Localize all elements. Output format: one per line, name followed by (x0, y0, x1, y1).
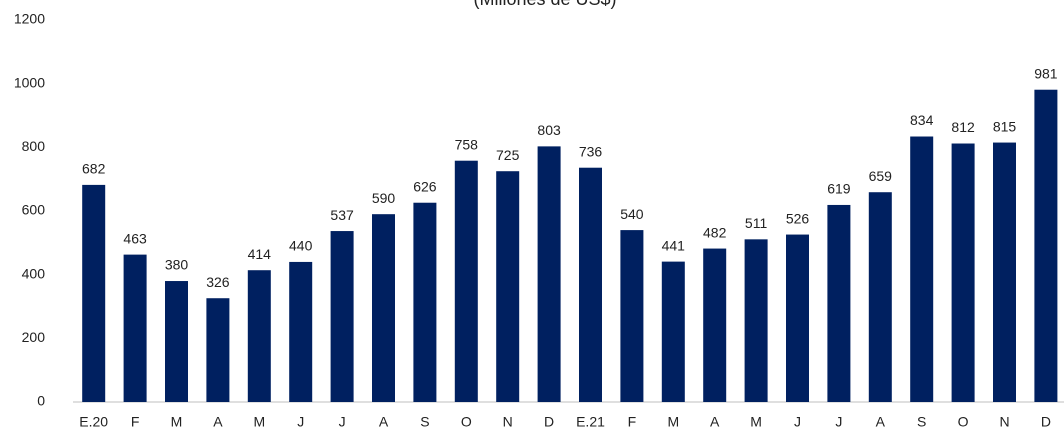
bar (330, 231, 354, 402)
x-tick-label: J (297, 414, 304, 430)
data-label: 812 (951, 119, 975, 135)
bar (827, 204, 851, 402)
data-label: 834 (910, 112, 934, 128)
bar (951, 143, 975, 402)
bar (786, 234, 809, 402)
data-label: 414 (248, 246, 272, 262)
data-label: 815 (993, 118, 1017, 134)
x-tick-label: M (750, 414, 762, 430)
y-tick-label: 400 (22, 265, 46, 281)
x-tick-label: F (131, 414, 140, 430)
data-label: 326 (206, 274, 230, 290)
data-label: 725 (496, 147, 520, 163)
data-label: 482 (703, 224, 727, 240)
bar (910, 136, 934, 402)
x-tick-label: J (339, 414, 346, 430)
x-tick-label: E.20 (79, 414, 108, 430)
x-tick-label: M (253, 414, 265, 430)
bar (165, 281, 188, 402)
bar (496, 171, 520, 402)
data-label: 590 (372, 190, 396, 206)
data-label: 803 (537, 122, 561, 138)
bar (454, 160, 478, 402)
data-label: 526 (786, 210, 810, 226)
x-tick-label: D (544, 414, 554, 430)
bar (537, 146, 561, 402)
x-tick-label: S (917, 414, 926, 430)
bar (206, 298, 230, 402)
x-tick-label: M (667, 414, 679, 430)
y-tick-label: 800 (22, 138, 46, 154)
y-tick-label: 1000 (14, 74, 45, 90)
x-tick-label: O (461, 414, 472, 430)
x-tick-label: E.21 (576, 414, 605, 430)
y-tick-label: 200 (22, 329, 46, 345)
data-label: 736 (579, 143, 603, 159)
bar (247, 270, 271, 402)
x-tick-label: A (213, 414, 223, 430)
data-label: 682 (82, 161, 106, 177)
x-tick-label: D (1041, 414, 1051, 430)
data-label: 619 (827, 181, 851, 197)
data-label: 441 (662, 237, 686, 253)
bar (413, 202, 437, 402)
data-label: 463 (123, 230, 147, 246)
y-tick-label: 0 (37, 393, 45, 409)
x-tick-label: A (379, 414, 389, 430)
x-tick-label: N (503, 414, 513, 430)
data-label: 537 (330, 207, 354, 223)
x-tick-label: J (794, 414, 801, 430)
bar (372, 214, 395, 402)
bar (868, 192, 892, 402)
x-tick-label: S (420, 414, 429, 430)
data-label: 540 (620, 206, 644, 222)
x-tick-label: F (628, 414, 637, 430)
y-tick-label: 1200 (14, 11, 45, 27)
y-tick-label: 600 (22, 202, 46, 218)
chart-subtitle: (Millones de US$) (473, 0, 616, 9)
bar (123, 254, 147, 402)
bar (661, 261, 685, 402)
bar (744, 239, 768, 402)
x-tick-label: O (958, 414, 969, 430)
bar (703, 248, 727, 402)
bar (620, 230, 644, 402)
bar (1034, 89, 1058, 402)
data-label: 758 (455, 136, 479, 152)
data-label: 981 (1034, 65, 1058, 81)
x-tick-label: J (835, 414, 842, 430)
data-label: 659 (869, 168, 893, 184)
data-label: 626 (413, 178, 437, 194)
bar (579, 167, 602, 402)
bar (289, 261, 313, 402)
data-label: 511 (745, 215, 768, 231)
x-tick-label: M (171, 414, 183, 430)
x-tick-label: N (999, 414, 1009, 430)
bar (993, 142, 1016, 402)
x-tick-label: A (710, 414, 720, 430)
data-label: 440 (289, 238, 313, 254)
data-label: 380 (165, 257, 189, 273)
bar (82, 184, 106, 402)
x-tick-label: A (876, 414, 886, 430)
